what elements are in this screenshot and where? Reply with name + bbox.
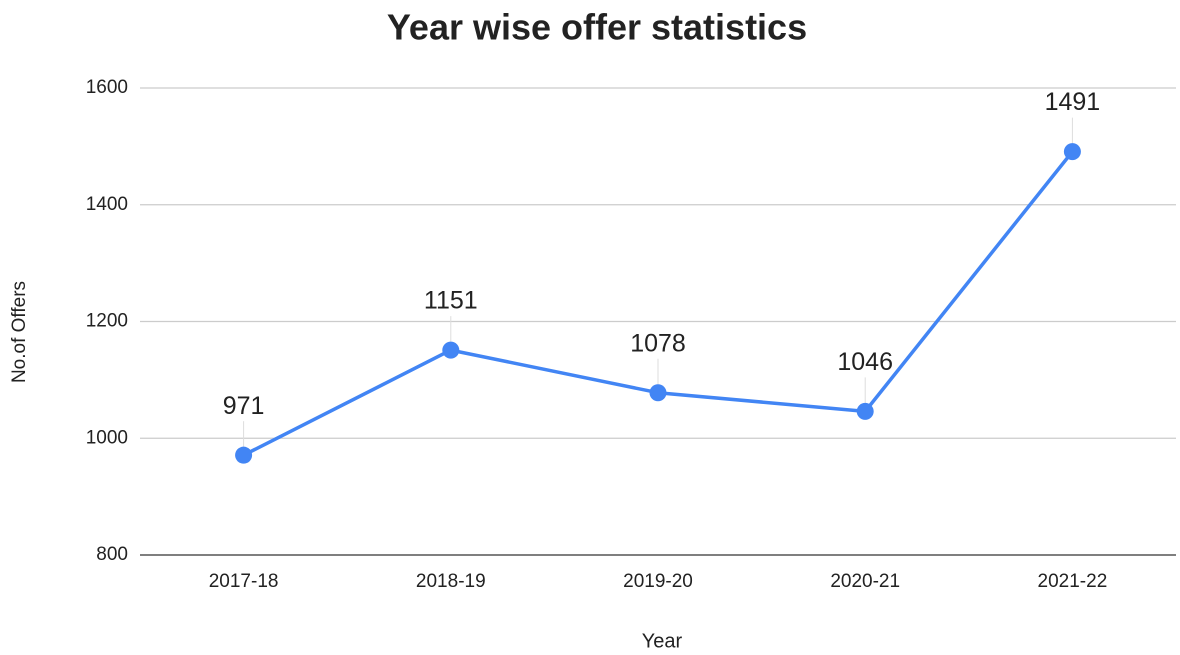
point (442, 341, 460, 359)
x-axis-label: Year (642, 630, 683, 652)
y-tick-label: 1200 (86, 311, 128, 332)
x-tick-label: 2017-18 (209, 571, 279, 592)
y-axis-label: No.of Offers (9, 281, 30, 383)
chart-title: Year wise offer statistics (387, 7, 807, 48)
y-tick-label: 800 (96, 544, 128, 565)
data-label: 1151 (424, 287, 478, 315)
y-tick-label: 1400 (86, 194, 128, 215)
data-label: 1078 (630, 329, 686, 357)
point (1063, 143, 1081, 161)
data-label: 1491 (1045, 88, 1101, 116)
x-tick-label: 2020-21 (830, 571, 900, 592)
point (856, 402, 874, 420)
y-tick-label: 1600 (86, 77, 128, 98)
data-label: 971 (223, 392, 265, 420)
point (235, 446, 253, 464)
x-tick-label: 2021-22 (1038, 571, 1108, 592)
x-tick-label: 2018-19 (416, 571, 486, 592)
point (649, 384, 667, 402)
y-tick-label: 1000 (86, 427, 128, 448)
data-label: 1046 (837, 348, 893, 376)
x-tick-label: 2019-20 (623, 571, 693, 592)
line (242, 150, 1074, 457)
